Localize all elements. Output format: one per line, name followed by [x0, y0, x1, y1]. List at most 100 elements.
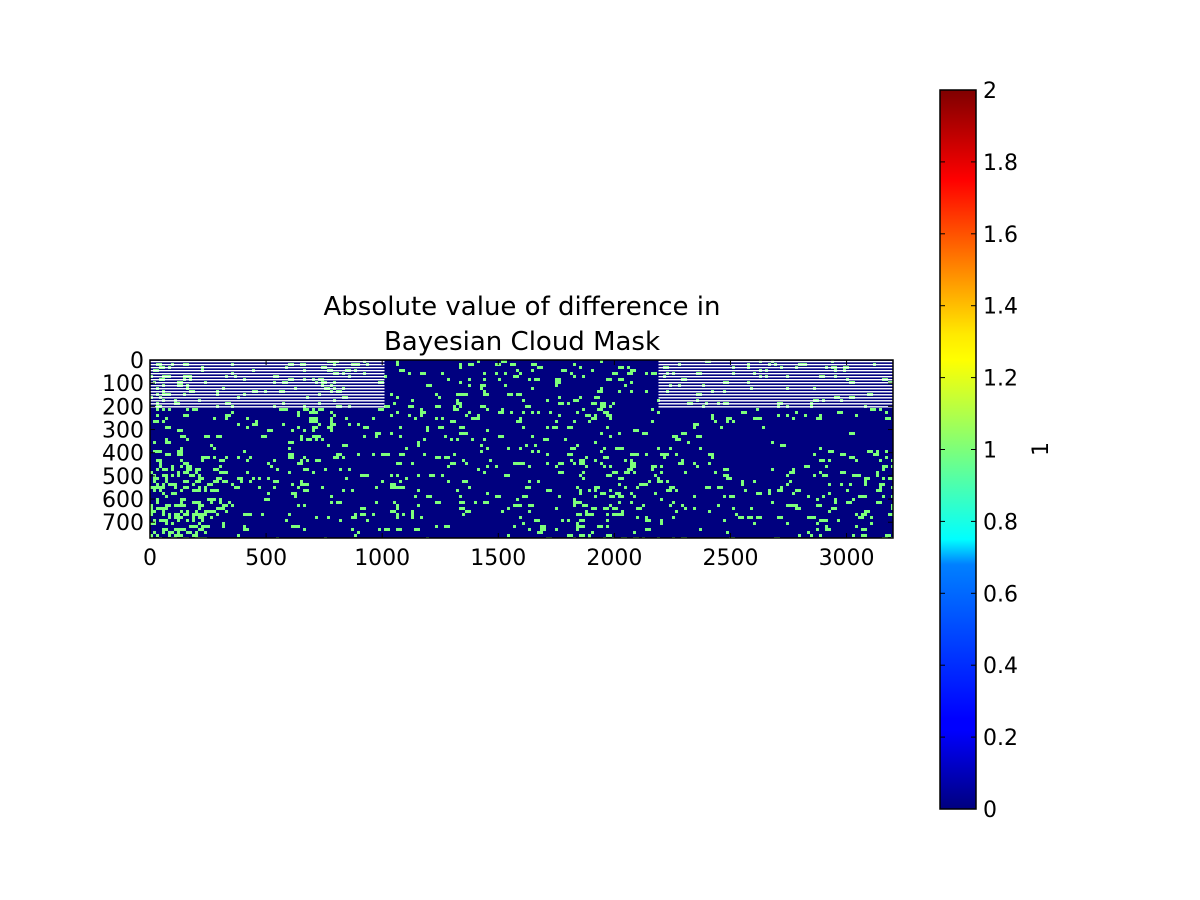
speckle-cell [153, 531, 156, 534]
speckle-cell [483, 501, 489, 504]
speckle-cell [630, 381, 633, 384]
speckle-cell [777, 489, 783, 492]
speckle-cell [468, 411, 471, 414]
speckle-cell [705, 486, 711, 489]
speckle-cell [345, 417, 348, 420]
speckle-cell [858, 474, 861, 477]
speckle-cell [267, 477, 270, 480]
speckle-cell [855, 525, 858, 528]
speckle-cell [618, 447, 624, 450]
speckle-cell [549, 411, 552, 414]
speckle-cell [603, 465, 606, 468]
speckle-cell [339, 501, 342, 504]
speckle-cell [891, 465, 893, 468]
speckle-cell [723, 495, 726, 498]
speckle-cell [495, 465, 498, 468]
speckle-cell [606, 519, 609, 522]
speckle-cell [546, 399, 549, 402]
speckle-cell [717, 486, 723, 489]
speckle-cell [159, 465, 162, 468]
speckle-cell [351, 489, 354, 492]
speckle-cell [246, 513, 252, 516]
speckle-cell [828, 483, 831, 486]
speckle-cell [513, 525, 516, 528]
speckle-cell [438, 405, 441, 408]
no-data-stripe [150, 388, 385, 390]
speckle-cell [603, 456, 609, 459]
speckle-cell [186, 480, 189, 483]
speckle-cell [624, 384, 627, 387]
speckle-cell [522, 411, 525, 414]
speckle-cell [792, 504, 795, 507]
speckle-cell [312, 411, 318, 414]
speckle-cell [588, 534, 591, 537]
speckle-cell [429, 384, 432, 387]
speckle-cell [153, 441, 156, 444]
speckle-cell [192, 534, 198, 537]
speckle-cell [876, 450, 879, 453]
speckle-cell [741, 480, 744, 483]
colorbar: 0 0.2 0.4 0.6 0.8 1 1.2 1.4 1.6 1.8 2 1 [939, 79, 1054, 823]
speckle-cell [261, 513, 264, 516]
speckle-cell [378, 528, 381, 531]
speckle-cell [162, 513, 165, 516]
speckle-cell [195, 489, 201, 492]
speckle-cell [297, 486, 300, 489]
speckle-cell [699, 447, 702, 450]
speckle-cell [885, 411, 888, 414]
speckle-cell [273, 486, 276, 489]
speckle-cell [618, 378, 624, 381]
speckle-cell [582, 525, 585, 528]
speckle-cell [528, 465, 531, 468]
speckle-cell [519, 516, 522, 519]
speckle-cell [225, 417, 228, 420]
speckle-cell [627, 366, 630, 369]
speckle-cell [459, 501, 465, 504]
speckle-cell [300, 459, 303, 462]
speckle-cell [399, 435, 402, 438]
no-data-stripe [150, 403, 385, 405]
speckle-cell [363, 426, 369, 429]
speckle-cell [420, 414, 423, 417]
speckle-cell [390, 393, 393, 396]
speckle-cell [462, 507, 465, 510]
speckle-cell [600, 387, 603, 390]
speckle-cell [252, 423, 258, 426]
speckle-cell [477, 468, 480, 471]
speckle-cell [297, 411, 300, 414]
speckle-cell [618, 483, 621, 486]
speckle-cell [219, 477, 222, 480]
speckle-cell [150, 471, 153, 474]
speckle-cell [711, 453, 714, 456]
speckle-cell [471, 417, 474, 420]
speckle-cell [516, 498, 519, 501]
speckle-cell [795, 507, 801, 510]
speckle-cell [411, 462, 414, 465]
speckle-cell [456, 408, 459, 411]
speckle-cell [315, 459, 321, 462]
speckle-cell [579, 513, 582, 516]
speckle-cell [579, 519, 585, 522]
speckle-cell [219, 459, 225, 462]
speckle-cell [390, 510, 396, 513]
speckle-cell [438, 501, 441, 504]
speckle-cell [558, 462, 564, 465]
chart-title-line-1: Absolute value of difference in [324, 292, 721, 322]
speckle-cell [285, 519, 288, 522]
speckle-cell [375, 435, 378, 438]
speckle-cell [396, 513, 399, 516]
speckle-cell [414, 528, 417, 531]
speckle-cell [195, 480, 201, 483]
speckle-cell [582, 375, 585, 378]
speckle-cell [507, 507, 510, 510]
speckle-cell [222, 504, 228, 507]
speckle-cell [591, 513, 594, 516]
speckle-cell [315, 417, 318, 420]
speckle-cell [159, 507, 162, 510]
speckle-cell [417, 489, 420, 492]
speckle-cell [177, 429, 183, 432]
speckle-cell [861, 534, 864, 537]
speckle-cell [816, 498, 819, 501]
speckle-cell [723, 519, 726, 522]
speckle-cell [486, 447, 489, 450]
